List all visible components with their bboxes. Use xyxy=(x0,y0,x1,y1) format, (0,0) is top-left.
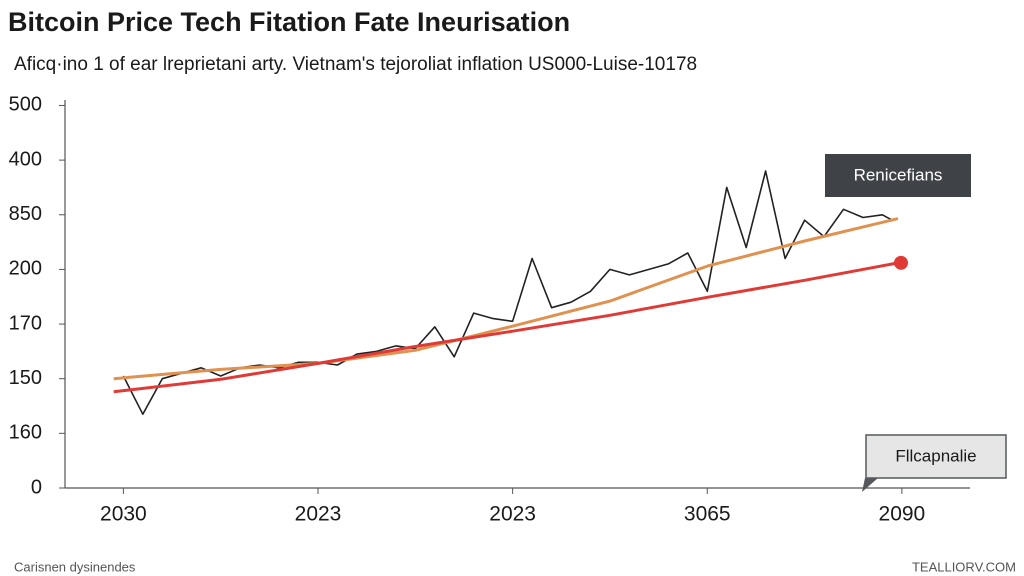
annotation: Fllcapnalie xyxy=(895,446,976,465)
footer-credit: TEALLIORV.COM xyxy=(912,559,1016,574)
y-tick-label: 170 xyxy=(9,312,42,334)
y-tick-label: 0 xyxy=(31,476,42,498)
footer-source: Carisnen dysinendes xyxy=(14,559,136,574)
x-tick-label: 2023 xyxy=(489,503,536,526)
annotation-box xyxy=(865,434,1007,479)
series-line xyxy=(113,261,899,394)
chart-subtitle: Aficq·ino 1 of ear lreprietani arty. Vie… xyxy=(14,54,697,75)
x-tick-label: 2090 xyxy=(879,503,926,526)
annotation-pointer xyxy=(862,478,878,492)
y-tick-label: 150 xyxy=(9,367,42,389)
y-tick-label: 850 xyxy=(9,203,42,225)
x-tick-label: 2023 xyxy=(295,503,342,526)
x-tick-label: 2030 xyxy=(100,503,147,526)
y-tick-label: 400 xyxy=(9,148,42,170)
y-tick-label: 500 xyxy=(9,94,42,116)
chart-title: Bitcoin Price Tech Fitation Fate Ineuris… xyxy=(8,7,570,37)
y-tick-label: 200 xyxy=(9,258,42,280)
end-marker xyxy=(893,255,908,270)
annotation-box xyxy=(825,154,971,197)
x-tick-label: 3065 xyxy=(684,503,731,526)
annotation: Renicefians xyxy=(854,165,943,184)
y-tick-label: 160 xyxy=(9,422,42,444)
series-line xyxy=(113,217,899,381)
